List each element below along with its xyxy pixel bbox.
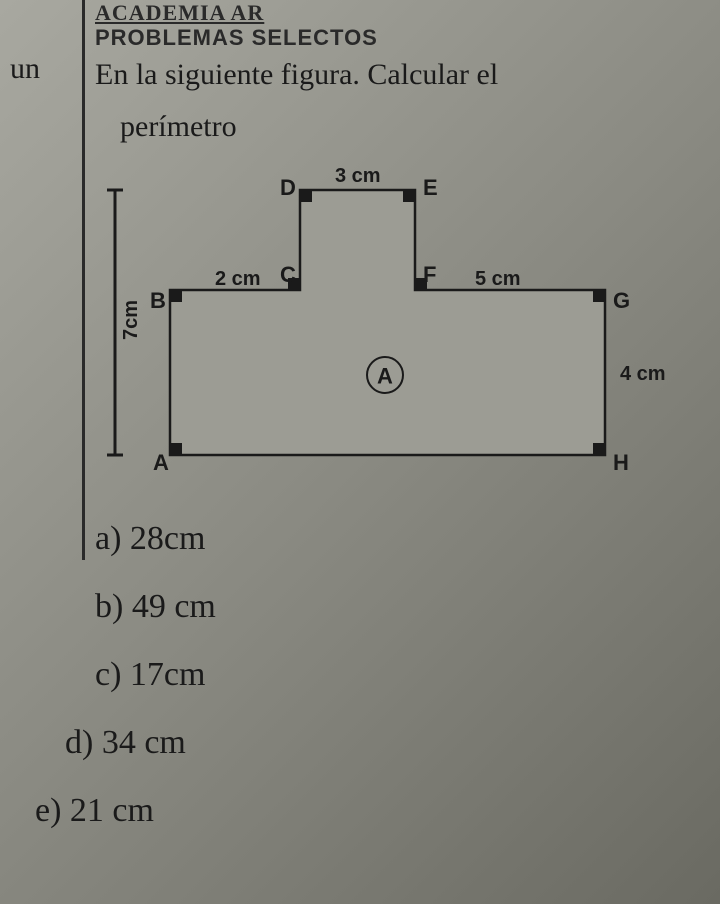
- perimetro-label: perímetro: [120, 110, 237, 144]
- dim-BC: 2 cm: [215, 268, 261, 290]
- margin-text: un: [10, 52, 40, 86]
- problem-text: En la siguiente figura. Calcular el: [95, 52, 710, 97]
- t-shape-polygon: [170, 190, 605, 455]
- option-b: b) 49 cm: [95, 573, 216, 641]
- dim-FG: 5 cm: [475, 268, 521, 290]
- label-G: G: [613, 288, 630, 313]
- page: un ACADEMIA AR PROBLEMAS SELECTOS En la …: [0, 0, 720, 904]
- option-a: a) 28cm: [95, 505, 216, 573]
- vertical-divider: [82, 0, 85, 560]
- option-c: c) 17cm: [95, 641, 216, 709]
- answer-options: a) 28cm b) 49 cm c) 17cm d) 34 cm e) 21 …: [95, 505, 216, 845]
- geometry-diagram: 7cm A 3 cm 2 cm 5 cm 4 cm A B C D: [95, 160, 695, 480]
- label-E: E: [423, 175, 438, 200]
- dim-DE: 3 cm: [335, 165, 381, 187]
- label-H: H: [613, 450, 629, 475]
- dim-7cm: 7cm: [120, 300, 142, 340]
- corner-G: [593, 290, 605, 302]
- corner-E: [403, 190, 415, 202]
- center-label: A: [377, 364, 393, 389]
- subheader: PROBLEMAS SELECTOS: [95, 25, 378, 51]
- corner-H: [593, 443, 605, 455]
- label-B: B: [150, 288, 166, 313]
- label-F: F: [423, 262, 436, 287]
- label-C: C: [280, 262, 296, 287]
- corner-A: [170, 443, 182, 455]
- corner-B: [170, 290, 182, 302]
- dim-GH: 4 cm: [620, 363, 666, 385]
- label-D: D: [280, 175, 296, 200]
- header-top: ACADEMIA AR: [95, 0, 264, 26]
- option-d: d) 34 cm: [65, 709, 216, 777]
- option-e: e) 21 cm: [35, 777, 216, 845]
- label-A: A: [153, 450, 169, 475]
- corner-D: [300, 190, 312, 202]
